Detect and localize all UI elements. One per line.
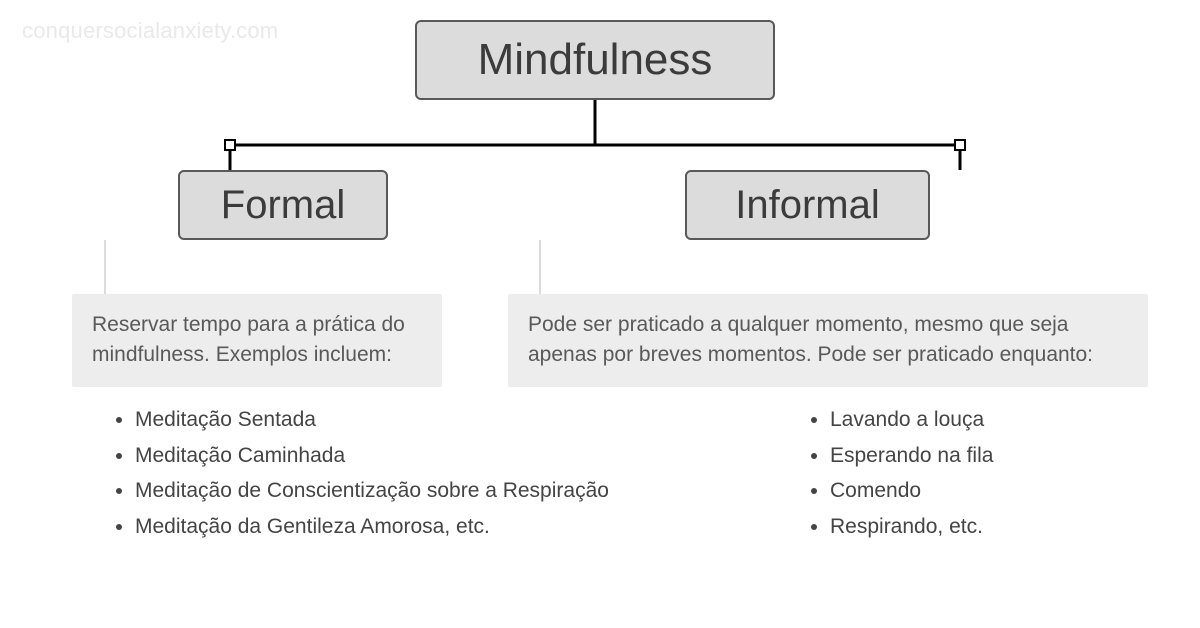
child-node-formal: Formal <box>178 170 388 240</box>
desc-box-informal: Pode ser praticado a qualquer momento, m… <box>508 294 1148 387</box>
list-item: Meditação Sentada <box>135 402 615 438</box>
desc-box-formal: Reservar tempo para a prática do mindful… <box>72 294 442 387</box>
list-item: Lavando a louça <box>830 402 1130 438</box>
child-label-informal: Informal <box>735 183 880 228</box>
list-item: Comendo <box>830 473 1130 509</box>
desc-text-informal: Pode ser praticado a qualquer momento, m… <box>528 313 1093 366</box>
item-list-informal: Lavando a louçaEsperando na filaComendoR… <box>830 402 1130 545</box>
watermark-text: conquersocialanxiety.com <box>22 18 278 44</box>
child-node-informal: Informal <box>685 170 930 240</box>
list-item: Meditação Caminhada <box>135 438 615 474</box>
child-label-formal: Formal <box>221 183 345 228</box>
root-node: Mindfulness <box>415 20 775 100</box>
item-list-formal: Meditação SentadaMeditação CaminhadaMedi… <box>135 402 615 545</box>
list-item: Meditação de Conscientização sobre a Res… <box>135 473 615 509</box>
root-label: Mindfulness <box>478 35 713 85</box>
list-item: Meditação da Gentileza Amorosa, etc. <box>135 509 615 545</box>
desc-text-formal: Reservar tempo para a prática do mindful… <box>92 313 405 366</box>
list-item: Esperando na fila <box>830 438 1130 474</box>
list-item: Respirando, etc. <box>830 509 1130 545</box>
